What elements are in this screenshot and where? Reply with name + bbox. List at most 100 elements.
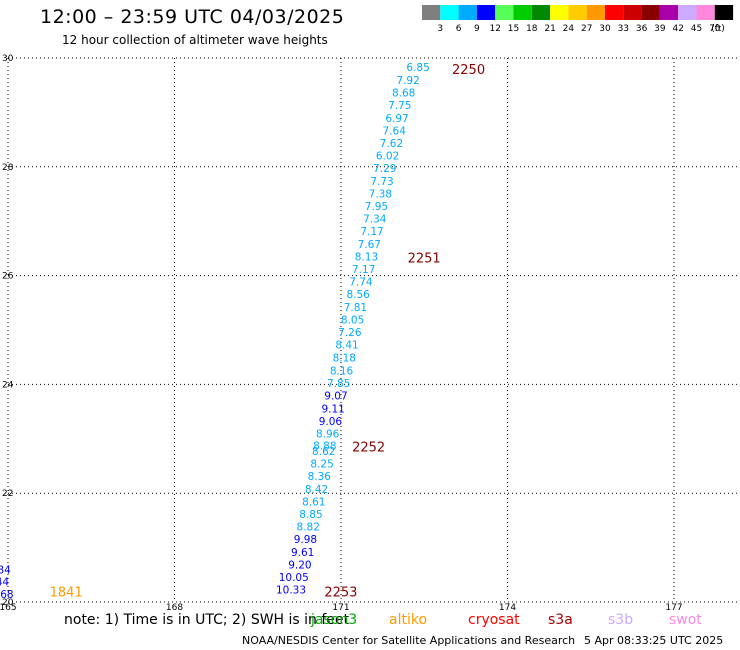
satellite-name-jason3: jason3 [311,612,358,628]
legend-swatch [550,5,569,20]
legend-swatch [623,5,642,20]
wave-height-value: 7.17 [352,264,375,276]
wave-height-value: 8.88 [313,440,336,452]
generated-timestamp: 5 Apr 08:33:25 UTC 2025 [584,634,724,647]
legend-swatch [440,5,459,20]
wave-height-value: 8.96 [316,428,340,440]
legend-swatch [513,5,532,20]
legend-swatch [714,5,734,20]
legend-tick-label: 24 [563,24,575,34]
wave-height-value: 9.68 [0,589,14,601]
wave-height-value: 7.64 [383,125,407,137]
satellite-name-altiko: altiko [389,612,428,628]
wave-height-value: 10.05 [279,572,309,584]
color-scale-legend: 3 6 9 12 15 18 21 24 27 30 33 36 39 42 45 70(ft) [422,5,734,34]
legend-swatch [659,5,679,20]
x-tick-label: 174 [499,603,516,612]
wave-height-value: 9.20 [288,559,311,571]
wave-height-value: 8.82 [297,521,320,533]
wave-height-value: 7.81 [344,302,367,314]
y-tick-label: 30 [2,54,14,64]
wave-height-value: 7.34 [363,213,387,225]
chart-title: 12:00 – 23:59 UTC 04/03/2025 [40,6,345,28]
legend-tick-label: 27 [581,24,592,34]
legend-tick-label: 70 [709,24,721,34]
legend-unit: (ft) [711,24,725,34]
legend-tick-label: 33 [618,24,629,34]
legend-swatch [568,5,587,20]
legend-tick-label: 12 [489,24,500,34]
wave-height-value: 7.38 [369,188,392,200]
x-tick-label: 168 [166,603,183,612]
credit-text: NOAA/NESDIS Center for Satellite Applica… [242,634,576,647]
legend-swatch [531,5,551,20]
wave-height-value: 8.42 [305,484,328,496]
satellite-name-swot: swot [669,612,702,628]
chart-subtitle: 12 hour collection of altimeter wave hei… [62,33,328,47]
satellite-name-cryosat: cryosat [468,612,520,628]
wave-height-value: 6.85 [406,62,429,74]
wave-height-value: 7.26 [338,327,362,339]
pass-time-label: 2251 [408,252,441,267]
pass-time-label: 1841 [50,586,83,601]
legend-swatch [586,5,605,20]
footnote: note: 1) Time is in UTC; 2) SWH is in fe… [64,612,350,628]
wave-height-value: 6.02 [376,150,399,162]
legend-tick-label: 15 [508,24,519,34]
wave-height-value: 8.25 [310,458,333,470]
pass-time-label: 2252 [352,440,385,455]
legend-swatch [458,5,477,20]
legend-tick-label: 6 [456,24,462,34]
y-tick-label: 28 [2,163,14,173]
y-tick-label: 26 [2,272,14,282]
satellite-name-s3a: s3a [548,612,573,628]
legend-swatch [696,5,715,20]
x-tick-label: 171 [332,603,349,612]
legend-swatch [422,5,441,20]
legend-tick-label: 39 [654,24,666,34]
legend-tick-label: 18 [526,24,538,34]
wave-height-value: 8.05 [341,315,364,327]
wave-height-value: 8.62 [312,446,335,458]
wave-height-plot: 165 168 171 174 1772022242628306.857.928.687… [0,54,740,612]
legend-tick-label: 30 [599,24,611,34]
pass-time-label: 2253 [324,586,357,601]
x-tick-label: 165 [0,603,17,612]
wave-height-value: 8.18 [333,353,356,365]
x-tick-label: 177 [665,603,682,612]
wave-height-value: 9.11 [321,403,344,415]
pass-time-label: 2250 [452,63,485,78]
wave-height-value: 8.56 [346,289,370,301]
y-tick-label: 24 [2,380,14,390]
wave-height-value: 7.62 [380,138,403,150]
wave-height-value: 7.85 [327,378,350,390]
wave-height-value: 9.98 [294,534,317,546]
legend-swatch [641,5,660,20]
wave-height-value: 9.06 [319,416,343,428]
legend-swatch [678,5,697,20]
legend-tick-label: 45 [691,24,702,34]
wave-height-value: 6.97 [385,113,408,125]
legend-tick-label: 21 [544,24,555,34]
wave-height-value: 7.74 [349,277,373,289]
y-tick-label: 22 [2,489,13,499]
legend-swatch [476,5,496,20]
y-tick-label: 20 [2,598,14,608]
legend-swatch [495,5,514,20]
legend-tick-label: 36 [636,24,648,34]
wave-height-value: 8.13 [355,252,378,264]
wave-height-value: 7.92 [396,75,419,87]
legend-tick-label: 42 [672,24,683,34]
wave-height-value: 9.61 [291,547,314,559]
wave-height-value: 7.75 [388,100,411,112]
wave-height-value: 9.84 [0,564,11,576]
wave-height-value: 8.41 [335,340,358,352]
wave-height-value: 8.61 [302,496,325,508]
satellite-name-s3b: s3b [608,612,634,628]
wave-height-value: 7.73 [370,176,393,188]
legend-tick-label: 9 [474,24,480,34]
wave-height-value: 7.67 [358,239,381,251]
wave-height-value: 10.33 [276,584,306,596]
wave-height-value: 8.85 [299,509,322,521]
wave-height-value: 7.17 [360,226,383,238]
